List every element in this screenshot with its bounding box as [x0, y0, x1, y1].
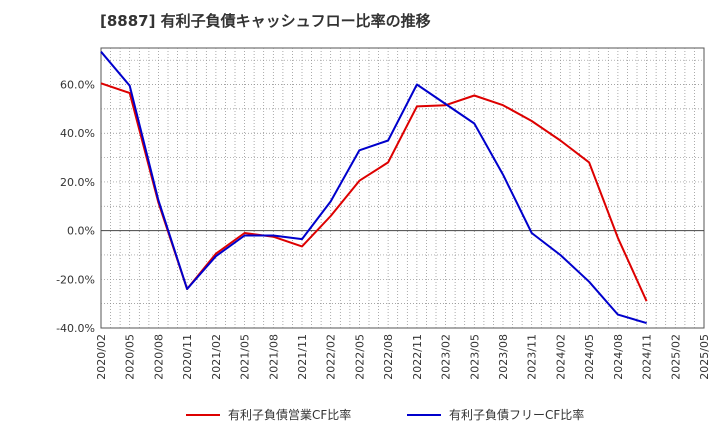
- x-tick-label: 2025/05: [698, 334, 711, 380]
- series-layer: [100, 51, 648, 325]
- x-tick-label: 2023/02: [440, 334, 453, 380]
- x-tick-label: 2020/11: [181, 334, 194, 380]
- x-tick-label: 2024/11: [641, 334, 654, 380]
- x-tick-label: 2021/11: [296, 334, 309, 380]
- legend: 有利子負債営業CF比率 有利子負債フリーCF比率: [186, 407, 584, 422]
- y-tick-label: -40.0%: [56, 322, 95, 335]
- legend-label-2: 有利子負債フリーCF比率: [449, 407, 584, 422]
- y-tick-label: 40.0%: [60, 127, 95, 140]
- chart-title: [8887] 有利子負債キャッシュフロー比率の推移: [100, 12, 431, 30]
- x-tick-label: 2021/08: [267, 334, 280, 380]
- plot-area: [100, 47, 705, 329]
- x-tick-label: 2020/05: [124, 334, 137, 380]
- x-tick-label: 2022/05: [353, 334, 366, 380]
- x-tick-label: 2021/05: [239, 334, 252, 380]
- axis-layer: 60.0% 40.0% 20.0% 0.0% -20.0% -40.0%2020/02 20…: [56, 79, 711, 380]
- y-tick-label: 60.0%: [60, 79, 95, 92]
- x-tick-label: 2023/11: [526, 334, 539, 380]
- series-line-1: [100, 82, 648, 302]
- x-tick-label: 2024/08: [612, 334, 625, 380]
- y-tick-label: -20.0%: [56, 273, 95, 286]
- x-tick-label: 2021/02: [210, 334, 223, 380]
- x-tick-label: 2024/02: [554, 334, 567, 380]
- x-tick-label: 2024/05: [583, 334, 596, 380]
- y-tick-label: 20.0%: [60, 176, 95, 189]
- x-tick-label: 2025/02: [669, 334, 682, 380]
- x-tick-label: 2022/02: [325, 334, 338, 380]
- series-line-2: [100, 51, 647, 325]
- x-tick-label: 2022/11: [411, 334, 424, 380]
- grid-layer: [100, 47, 705, 329]
- x-tick-label: 2023/08: [497, 334, 510, 380]
- y-tick-label: 0.0%: [67, 225, 95, 238]
- x-tick-label: 2023/05: [468, 334, 481, 380]
- x-tick-label: 2020/02: [95, 334, 108, 380]
- legend-label-1: 有利子負債営業CF比率: [228, 407, 351, 422]
- x-tick-label: 2020/08: [152, 334, 165, 380]
- x-tick-label: 2022/08: [382, 334, 395, 380]
